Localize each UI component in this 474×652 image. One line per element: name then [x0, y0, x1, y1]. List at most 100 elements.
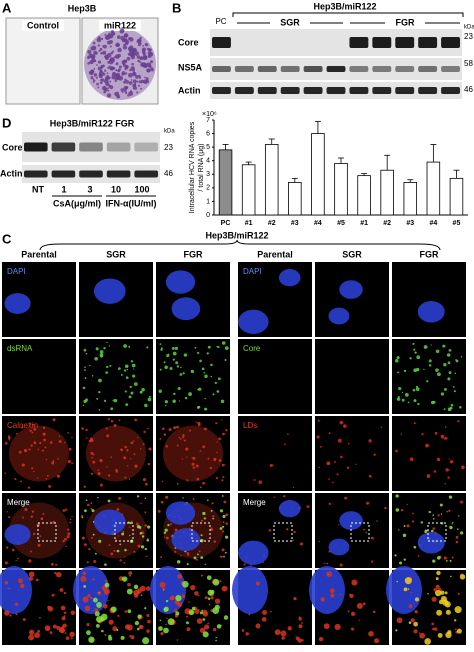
error-bar — [245, 161, 252, 165]
signal — [330, 593, 335, 598]
signal — [162, 427, 165, 430]
colony — [97, 86, 100, 89]
signal — [49, 631, 53, 635]
colony — [138, 76, 142, 79]
band — [326, 66, 346, 72]
signal — [370, 536, 374, 540]
micrograph — [392, 339, 466, 414]
band — [51, 170, 76, 178]
signal — [128, 526, 131, 528]
signal — [416, 355, 421, 360]
signal — [140, 594, 143, 596]
signal — [22, 617, 26, 621]
nucleus — [238, 540, 269, 565]
signal — [145, 586, 151, 591]
signal — [432, 517, 435, 520]
band — [79, 142, 103, 152]
signal — [146, 629, 150, 633]
signal — [31, 431, 34, 434]
signal — [133, 368, 135, 370]
channel-label: dsRNA — [7, 344, 33, 353]
signal — [448, 458, 450, 460]
signal — [292, 486, 295, 489]
signal — [49, 441, 53, 444]
signal — [96, 397, 99, 400]
signal — [401, 391, 404, 393]
cytoplasm — [163, 425, 223, 482]
signal — [194, 346, 197, 349]
x-tick-label: #4 — [429, 220, 437, 227]
colony — [108, 76, 111, 80]
signal — [99, 353, 104, 358]
signal — [8, 516, 11, 519]
signal — [295, 636, 300, 640]
signal — [221, 548, 225, 552]
signal — [174, 346, 178, 351]
signal — [208, 603, 211, 606]
colony — [106, 72, 109, 74]
signal — [447, 361, 451, 365]
signal — [66, 535, 70, 539]
band — [441, 66, 460, 72]
signal — [95, 347, 99, 351]
signal — [160, 556, 163, 558]
colony — [92, 81, 95, 84]
colony — [144, 42, 149, 47]
signal — [133, 589, 140, 596]
colony — [121, 38, 126, 43]
signal — [144, 547, 148, 551]
signal — [418, 632, 421, 634]
signal — [182, 434, 185, 437]
signal — [215, 636, 217, 639]
colony — [142, 64, 145, 67]
signal — [30, 515, 34, 518]
signal — [92, 578, 95, 581]
colony — [128, 91, 134, 96]
signal — [141, 388, 145, 392]
signal — [186, 551, 190, 555]
signal — [98, 378, 102, 383]
micrograph — [79, 339, 153, 414]
signal — [147, 397, 152, 402]
signal — [80, 575, 87, 583]
signal — [64, 441, 66, 444]
signal — [408, 621, 412, 624]
signal — [460, 356, 463, 358]
signal — [99, 483, 103, 487]
signal — [326, 461, 331, 466]
signal — [165, 404, 167, 407]
bar — [288, 182, 302, 216]
colony — [118, 65, 122, 69]
panel-title: Hep3B/miR122 — [313, 1, 376, 11]
signal — [142, 478, 147, 482]
signal — [448, 349, 452, 352]
signal — [210, 596, 214, 600]
signal — [218, 459, 222, 462]
signal — [134, 464, 138, 468]
band — [349, 87, 369, 94]
signal — [433, 627, 438, 631]
panel-label: C — [2, 231, 12, 246]
signal — [203, 372, 206, 374]
x-tick-label: #2 — [268, 220, 276, 227]
signal — [204, 374, 208, 378]
signal — [417, 402, 420, 406]
signal — [221, 495, 224, 497]
bracket — [232, 12, 464, 17]
signal — [6, 546, 9, 549]
signal — [103, 588, 110, 595]
micrograph — [392, 416, 466, 491]
colony — [131, 47, 136, 53]
signal — [42, 432, 46, 436]
signal — [430, 344, 432, 346]
signal — [83, 348, 87, 352]
signal — [198, 550, 201, 553]
signal — [165, 536, 169, 540]
signal — [200, 556, 204, 559]
signal — [460, 500, 463, 504]
signal — [211, 502, 214, 505]
signal — [19, 583, 25, 589]
colony — [132, 79, 137, 84]
signal — [284, 443, 286, 446]
micrograph — [156, 339, 230, 414]
